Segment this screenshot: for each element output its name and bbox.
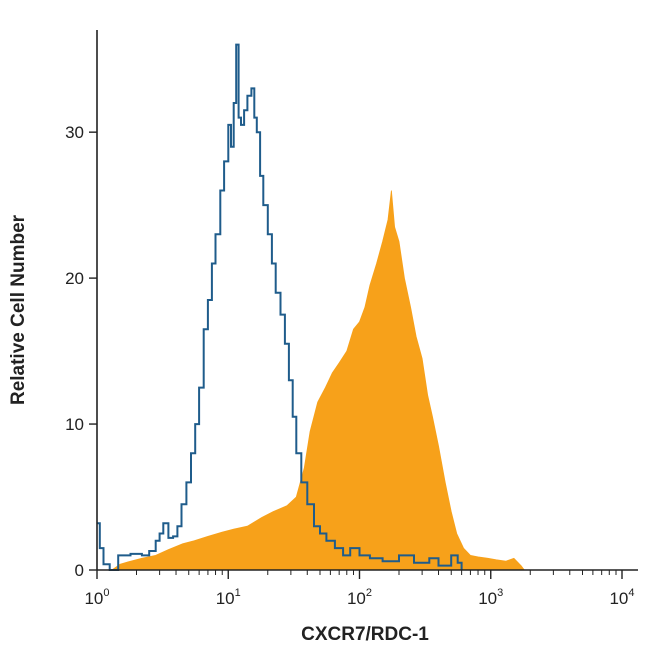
series-layer	[97, 43, 526, 571]
outline-histogram-series	[97, 43, 463, 571]
y-tick-label: 20	[65, 269, 84, 288]
axes-layer	[96, 30, 638, 571]
x-axis-title: CXCR7/RDC-1	[301, 624, 429, 645]
x-tick-label: 100	[84, 587, 109, 608]
x-ticks: 100 101 102 103 104	[84, 570, 635, 608]
y-tick-label: 10	[65, 415, 84, 434]
x-tick-label: 102	[347, 587, 372, 608]
y-axis-title: Relative Cell Number	[8, 214, 29, 405]
y-ticks: 0 10 20 30	[65, 123, 97, 580]
x-tick-label: 101	[216, 587, 241, 608]
filled-histogram-series	[110, 190, 526, 571]
y-tick-label: 30	[65, 123, 84, 142]
y-tick-label: 0	[75, 561, 84, 580]
x-tick-label: 103	[478, 587, 503, 608]
x-tick-label: 104	[609, 587, 634, 608]
